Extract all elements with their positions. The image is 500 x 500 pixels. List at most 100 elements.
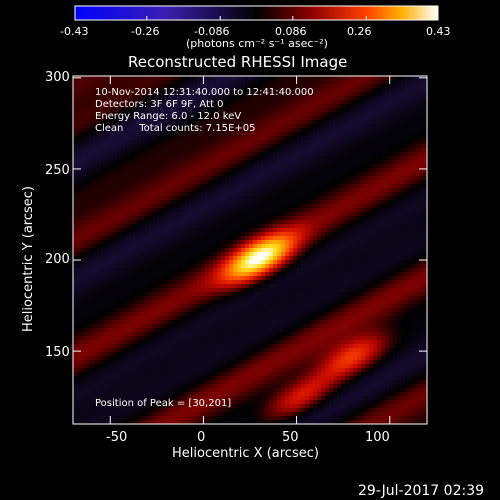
heatmap-cell [209,264,214,269]
heatmap-cell [289,204,294,209]
heatmap-cell [101,104,106,109]
heatmap-cell [85,288,90,293]
heatmap-cell [133,280,138,285]
heatmap-cell [93,248,98,253]
heatmap-cell [153,216,158,221]
heatmap-cell [137,180,142,185]
heatmap-cell [105,196,110,201]
heatmap-cell [133,360,138,365]
heatmap-cell [89,100,94,105]
heatmap-cell [77,404,82,409]
heatmap-cell [253,360,258,365]
heatmap-cell [125,284,130,289]
heatmap-cell [301,152,306,157]
heatmap-cell [225,328,230,333]
heatmap-cell [205,260,210,265]
heatmap-cell [193,236,198,241]
heatmap-cell [125,136,130,141]
heatmap-cell [77,116,82,121]
heatmap-cell [277,300,282,305]
heatmap-cell [73,212,78,217]
heatmap-cell [269,120,274,125]
heatmap-cell [189,276,194,281]
heatmap-cell [277,280,282,285]
heatmap-cell [245,192,250,197]
heatmap-cell [73,164,78,169]
heatmap-cell [277,76,282,81]
heatmap-cell [289,296,294,301]
heatmap-cell [193,104,198,109]
heatmap-cell [149,340,154,345]
heatmap-cell [197,84,202,89]
heatmap-cell [181,388,186,393]
heatmap-cell [217,128,222,133]
heatmap-cell [153,264,158,269]
heatmap-cell [173,116,178,121]
heatmap-cell [125,208,130,213]
heatmap-cell [129,312,134,317]
heatmap-cell [273,196,278,201]
heatmap-cell [97,344,102,349]
heatmap-cell [93,396,98,401]
heatmap-cell [121,196,126,201]
heatmap-cell [109,316,114,321]
heatmap-cell [185,328,190,333]
heatmap-cell [113,412,118,417]
heatmap-cell [97,412,102,417]
heatmap-cell [137,332,142,337]
heatmap-cell [137,76,142,81]
heatmap-cell [177,232,182,237]
heatmap-cell [209,224,214,229]
heatmap-cell [141,348,146,353]
heatmap-cell [193,144,198,149]
heatmap-cell [153,292,158,297]
heatmap-cell [253,180,258,185]
heatmap-cell [221,268,226,273]
heatmap-cell [177,268,182,273]
heatmap-cell [129,316,134,321]
heatmap-cell [213,232,218,237]
heatmap-cell [77,356,82,361]
heatmap-cell [165,372,170,377]
heatmap-cell [197,248,202,253]
heatmap-cell [169,380,174,385]
heatmap-cell [193,252,198,257]
heatmap-cell [161,408,166,413]
heatmap-cell [189,400,194,405]
heatmap-cell [189,228,194,233]
heatmap-cell [153,232,158,237]
heatmap-cell [145,380,150,385]
heatmap-cell [209,104,214,109]
heatmap-cell [93,204,98,209]
heatmap-cell [81,336,86,341]
heatmap-cell [137,168,142,173]
heatmap-cell [209,120,214,125]
heatmap-cell [113,236,118,241]
heatmap-cell [213,360,218,365]
heatmap-cell [201,132,206,137]
heatmap-cell [277,140,282,145]
heatmap-cell [201,236,206,241]
heatmap-cell [285,256,290,261]
heatmap-cell [269,360,274,365]
heatmap-cell [225,344,230,349]
heatmap-cell [97,252,102,257]
heatmap-cell [153,92,158,97]
heatmap-cell [205,128,210,133]
heatmap-cell [221,236,226,241]
heatmap-cell [113,188,118,193]
heatmap-cell [73,140,78,145]
heatmap-cell [281,292,286,297]
heatmap-cell [289,124,294,129]
heatmap-cell [137,240,142,245]
heatmap-cell [293,308,298,313]
heatmap-cell [149,396,154,401]
heatmap-cell [269,220,274,225]
heatmap-cell [277,108,282,113]
heatmap-cell [137,296,142,301]
heatmap-cell [257,224,262,229]
heatmap-cell [173,268,178,273]
heatmap-cell [205,276,210,281]
heatmap-cell [221,356,226,361]
heatmap-cell [257,140,262,145]
